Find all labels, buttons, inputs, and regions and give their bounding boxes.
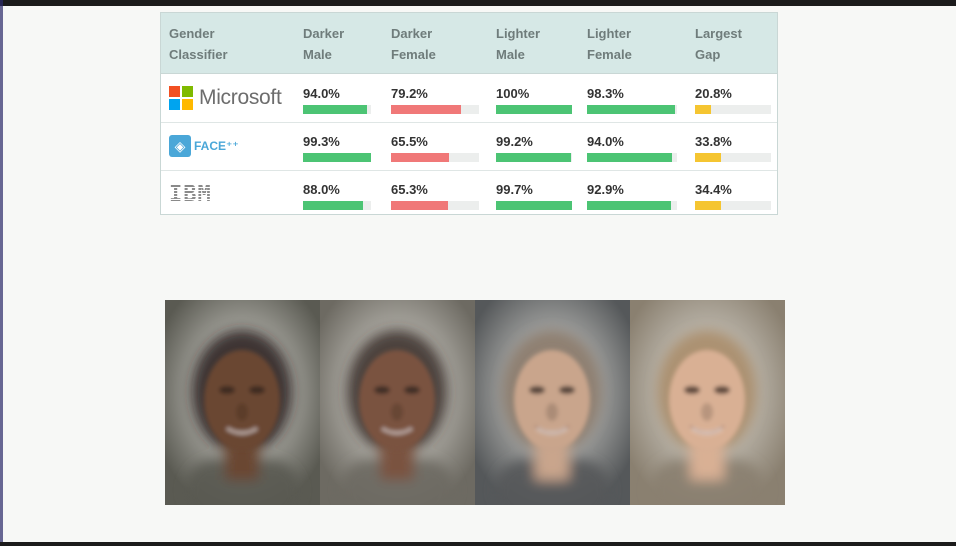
accuracy-bar-track bbox=[587, 153, 677, 162]
average-faces-strip bbox=[165, 300, 785, 505]
accuracy-value: 94.0% bbox=[303, 86, 340, 101]
table-row-faceplusplus: ◈ FACE⁺⁺ 99.3% 65.5% 99.2% 94.0% 33.8% bbox=[161, 122, 777, 171]
classifier-logo-faceplusplus: ◈ FACE⁺⁺ bbox=[169, 130, 239, 162]
accuracy-bar-fill bbox=[587, 201, 671, 210]
accuracy-bar-track bbox=[303, 153, 371, 162]
accuracy-value: 33.8% bbox=[695, 134, 732, 149]
classifier-name: FACE⁺⁺ bbox=[194, 139, 239, 153]
lighter-female-face-image bbox=[630, 300, 785, 505]
accuracy-bar-track bbox=[303, 201, 371, 210]
classifier-logo-ibm: IBM bbox=[169, 178, 212, 210]
header-lighter-female: Lighter Female bbox=[587, 26, 632, 62]
accuracy-bar-track bbox=[695, 105, 771, 114]
cell-darker-male: 88.0% bbox=[303, 182, 383, 210]
lighter-male-face-image bbox=[475, 300, 630, 505]
accuracy-value: 98.3% bbox=[587, 86, 624, 101]
cell-lighter-male: 99.7% bbox=[496, 182, 576, 210]
accuracy-bar-track bbox=[496, 105, 572, 114]
slide-bottom-border bbox=[0, 542, 956, 546]
slide-top-border bbox=[0, 0, 956, 6]
accuracy-value: 99.2% bbox=[496, 134, 533, 149]
accuracy-value: 65.3% bbox=[391, 182, 428, 197]
accuracy-bar-fill bbox=[587, 105, 675, 114]
cell-darker-female: 79.2% bbox=[391, 86, 479, 114]
microsoft-logo-icon bbox=[169, 86, 193, 110]
cell-lighter-male: 99.2% bbox=[496, 134, 576, 162]
accuracy-value: 65.5% bbox=[391, 134, 428, 149]
cell-darker-female: 65.5% bbox=[391, 134, 479, 162]
accuracy-bar-fill bbox=[303, 105, 367, 114]
accuracy-bar-fill bbox=[391, 105, 461, 114]
accuracy-bar-fill bbox=[391, 201, 448, 210]
accuracy-value: 99.3% bbox=[303, 134, 340, 149]
accuracy-bar-track bbox=[496, 201, 572, 210]
accuracy-value: 94.0% bbox=[587, 134, 624, 149]
table-header: Gender Classifier Darker Male Darker Fem… bbox=[161, 13, 777, 74]
cell-darker-female: 65.3% bbox=[391, 182, 479, 210]
accuracy-bar-fill bbox=[695, 105, 711, 114]
header-gender-classifier: Gender Classifier bbox=[169, 26, 228, 62]
cell-lighter-male: 100% bbox=[496, 86, 576, 114]
header-lighter-male: Lighter Male bbox=[496, 26, 541, 62]
accuracy-bar-fill bbox=[303, 153, 371, 162]
accuracy-bar-track bbox=[391, 105, 479, 114]
cell-largest-gap: 34.4% bbox=[695, 182, 775, 210]
accuracy-bar-track bbox=[496, 153, 572, 162]
accuracy-bar-track bbox=[391, 153, 479, 162]
slide-left-border bbox=[0, 0, 3, 546]
accuracy-bar-fill bbox=[695, 201, 721, 210]
accuracy-bar-fill bbox=[496, 201, 572, 210]
cell-largest-gap: 20.8% bbox=[695, 86, 775, 114]
accuracy-value: 92.9% bbox=[587, 182, 624, 197]
accuracy-value: 100% bbox=[496, 86, 530, 101]
accuracy-bar-fill bbox=[587, 153, 672, 162]
accuracy-bar-track bbox=[587, 105, 677, 114]
accuracy-bar-track bbox=[587, 201, 677, 210]
accuracy-value: 99.7% bbox=[496, 182, 533, 197]
accuracy-bar-track bbox=[695, 153, 771, 162]
ibm-logo-icon: IBM bbox=[169, 181, 212, 207]
cell-darker-male: 94.0% bbox=[303, 86, 383, 114]
accuracy-bar-fill bbox=[496, 153, 571, 162]
accuracy-bar-fill bbox=[695, 153, 721, 162]
gender-classifier-table: Gender Classifier Darker Male Darker Fem… bbox=[160, 12, 778, 215]
header-largest-gap: Largest Gap bbox=[695, 26, 742, 62]
header-darker-female: Darker Female bbox=[391, 26, 436, 62]
accuracy-bar-fill bbox=[391, 153, 449, 162]
table-row-microsoft: Microsoft 94.0% 79.2% 100% 98.3% 20.8% bbox=[161, 74, 777, 123]
accuracy-value: 79.2% bbox=[391, 86, 428, 101]
classifier-logo-microsoft: Microsoft bbox=[169, 82, 282, 114]
accuracy-bar-track bbox=[303, 105, 371, 114]
cell-largest-gap: 33.8% bbox=[695, 134, 775, 162]
accuracy-value: 34.4% bbox=[695, 182, 732, 197]
cell-lighter-female: 98.3% bbox=[587, 86, 677, 114]
accuracy-value: 20.8% bbox=[695, 86, 732, 101]
accuracy-bar-track bbox=[695, 201, 771, 210]
accuracy-bar-fill bbox=[303, 201, 363, 210]
header-darker-male: Darker Male bbox=[303, 26, 345, 62]
darker-male-face-image bbox=[165, 300, 320, 505]
accuracy-bar-fill bbox=[496, 105, 572, 114]
cell-darker-male: 99.3% bbox=[303, 134, 383, 162]
table-row-ibm: IBM 88.0% 65.3% 99.7% 92.9% 34.4% bbox=[161, 170, 777, 218]
faceplusplus-logo-icon: ◈ bbox=[169, 135, 191, 157]
darker-female-face-image bbox=[320, 300, 475, 505]
cell-lighter-female: 92.9% bbox=[587, 182, 677, 210]
accuracy-value: 88.0% bbox=[303, 182, 340, 197]
cell-lighter-female: 94.0% bbox=[587, 134, 677, 162]
accuracy-bar-track bbox=[391, 201, 479, 210]
classifier-name: Microsoft bbox=[199, 86, 282, 109]
